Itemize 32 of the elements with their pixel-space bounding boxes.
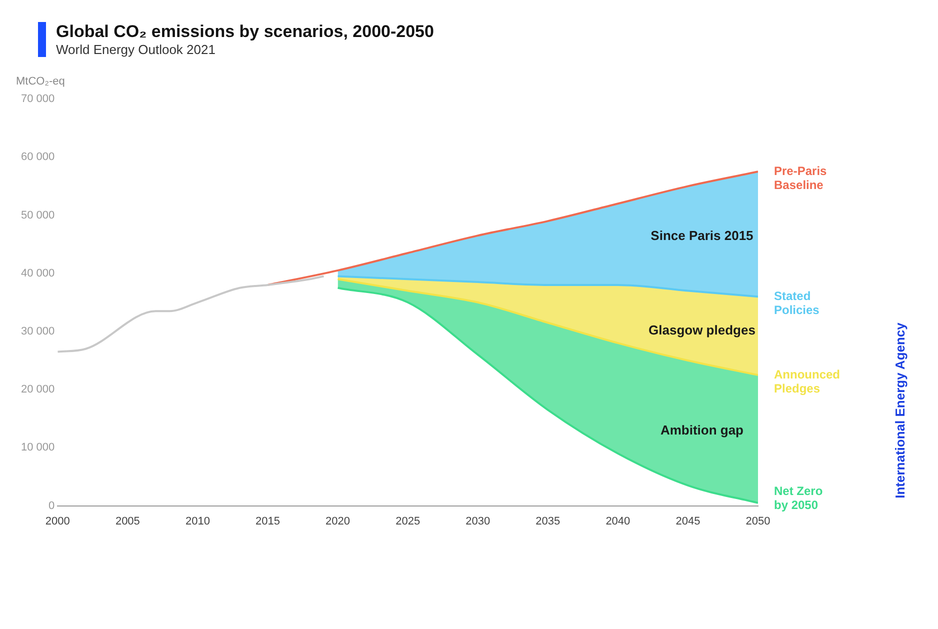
- y-tick-label: 20 000: [20, 384, 55, 396]
- x-tick-label: 2005: [115, 515, 140, 528]
- y-tick-label: 50 000: [20, 209, 55, 222]
- x-tick-label: 2045: [676, 515, 700, 528]
- chart-subtitle: World Energy Outlook 2021: [56, 42, 216, 57]
- annotation: Since Paris 2015: [650, 228, 754, 243]
- annotation: Glasgow pledges: [648, 322, 756, 338]
- x-tick-label: 2020: [326, 515, 350, 528]
- line-series: [58, 275, 325, 353]
- annotation: Ambition gap: [660, 422, 744, 438]
- x-tick-label: 2040: [606, 515, 630, 528]
- x-tick-label: 2050: [746, 515, 770, 528]
- series-label: Announced Pledges: [774, 367, 840, 396]
- series-label: Pre-Paris Baseline: [774, 164, 828, 192]
- y-tick-label: 0: [48, 500, 55, 512]
- y-tick-label: 70 000: [20, 93, 55, 106]
- y-tick-label: 40 000: [20, 267, 55, 280]
- x-tick-label: 2010: [185, 515, 210, 528]
- chart-title: Global CO₂ emissions by scenarios, 2000-2050: [56, 22, 434, 42]
- x-tick-label: 2025: [396, 515, 420, 528]
- line-series: [266, 170, 758, 286]
- x-tick-label: 2030: [466, 515, 490, 528]
- y-axis-title: MtCO₂-eq: [16, 76, 65, 88]
- x-tick-label: 2000: [45, 515, 70, 528]
- x-tick-label: 2015: [256, 515, 280, 528]
- text: International Energy Agency: [892, 322, 908, 498]
- y-tick-label: 30 000: [20, 325, 55, 338]
- series-label: Net Zero by 2050: [774, 484, 823, 512]
- y-tick-label: 10 000: [20, 442, 55, 454]
- y-tick-label: 60 000: [20, 151, 55, 164]
- series-label: Stated Policies: [774, 288, 820, 317]
- x-tick-label: 2035: [536, 515, 560, 528]
